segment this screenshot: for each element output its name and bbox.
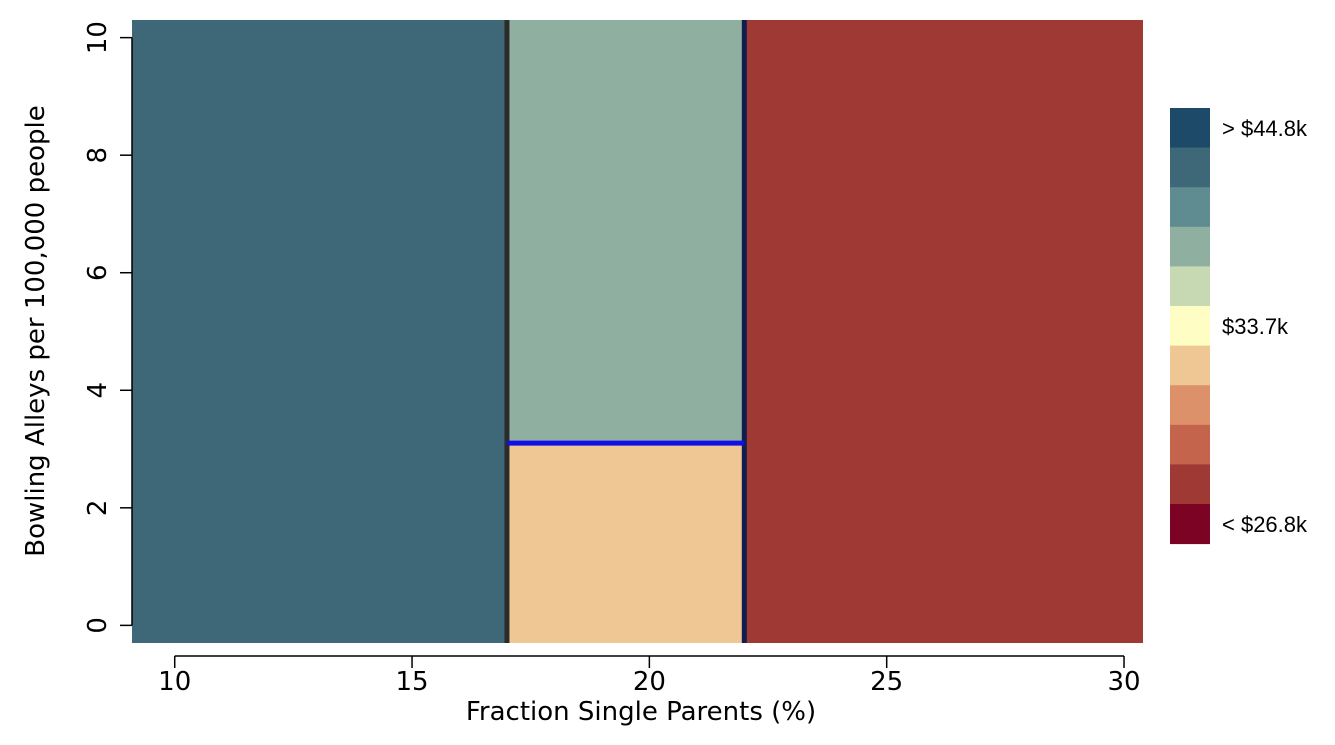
legend-swatch-2 (1170, 187, 1210, 228)
region-1 (506, 20, 745, 444)
legend-label: > $44.8k (1222, 116, 1308, 141)
x-tick-label: 30 (1107, 667, 1140, 697)
region-3 (744, 20, 1143, 643)
legend-swatch-5 (1170, 306, 1210, 347)
plot-regions (132, 20, 1143, 643)
x-axis: 10 15 20 25 30 (158, 655, 1141, 697)
legend-swatch-3 (1170, 226, 1210, 267)
legend-swatch-10 (1170, 504, 1210, 545)
region-0 (132, 20, 507, 643)
y-tick-label: 4 (83, 382, 113, 399)
legend-swatch-0 (1170, 108, 1210, 149)
split-lines (504, 20, 747, 643)
y-axis: 0 2 4 6 8 10 (83, 21, 133, 634)
legend-swatch-9 (1170, 464, 1210, 505)
legend-swatch-4 (1170, 266, 1210, 307)
y-tick-label: 8 (83, 147, 113, 164)
y-tick-label: 6 (83, 264, 113, 281)
y-tick-label: 0 (83, 617, 113, 634)
legend-swatch-7 (1170, 385, 1210, 426)
y-tick-label: 2 (83, 500, 113, 517)
legend-swatch-8 (1170, 424, 1210, 465)
x-tick-label: 15 (395, 667, 428, 697)
y-tick-label: 10 (83, 21, 113, 54)
legend-swatch-1 (1170, 147, 1210, 188)
legend-label: < $26.8k (1222, 512, 1308, 537)
color-legend: > $44.8k $33.7k < $26.8k (1170, 108, 1308, 545)
x-tick-label: 10 (158, 667, 191, 697)
x-tick-label: 25 (870, 667, 903, 697)
legend-label: $33.7k (1222, 314, 1289, 339)
legend-swatch-6 (1170, 345, 1210, 386)
y-axis-title: Bowling Alleys per 100,000 people (21, 105, 51, 557)
region-2 (506, 443, 745, 643)
x-axis-title: Fraction Single Parents (%) (466, 697, 816, 727)
x-tick-label: 20 (633, 667, 666, 697)
